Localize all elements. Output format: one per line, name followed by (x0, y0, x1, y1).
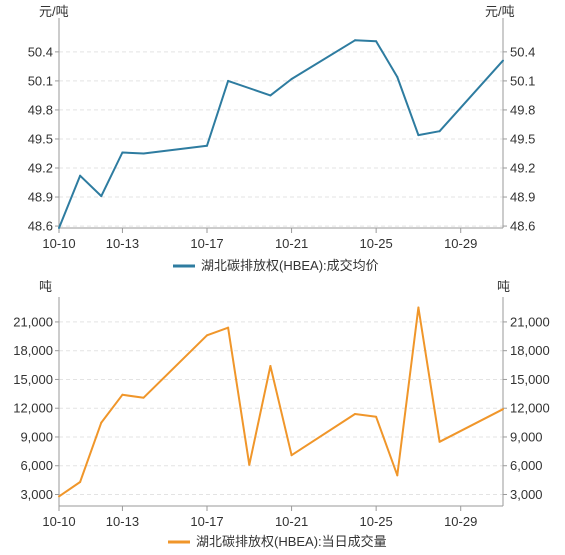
data-point (121, 151, 124, 154)
data-point (354, 412, 356, 415)
data-point (438, 440, 441, 443)
y-tick-label-left: 50.4 (28, 44, 53, 59)
y-tick-label-right: 49.2 (510, 161, 535, 176)
data-point (227, 79, 230, 82)
y-tick-label-right: 6,000 (510, 458, 543, 473)
y-tick-label-left: 6,000 (20, 458, 53, 473)
data-point (79, 174, 82, 177)
data-point (417, 134, 420, 137)
y-tick-label-right: 21,000 (510, 314, 550, 329)
data-point (396, 474, 399, 477)
x-tick-label: 10-29 (444, 514, 477, 529)
x-tick-label: 10-17 (190, 236, 223, 251)
x-tick-label: 10-13 (106, 514, 139, 529)
y-tick-label-left: 49.5 (28, 131, 53, 146)
data-point (269, 94, 272, 97)
y-tick-label-left: 15,000 (13, 372, 53, 387)
y-unit-label-left: 元/吨 (39, 4, 69, 19)
y-tick-label-right: 48.6 (510, 219, 535, 234)
y-tick-label-left: 49.8 (28, 102, 53, 117)
data-point (438, 130, 441, 133)
data-point (100, 421, 103, 424)
y-tick-label-left: 48.6 (28, 219, 53, 234)
y-tick-label-left: 49.2 (28, 161, 53, 176)
x-tick-label: 10-17 (190, 514, 223, 529)
data-point (58, 495, 60, 498)
y-tick-label-left: 50.1 (28, 73, 53, 88)
series-line (58, 306, 504, 498)
avg-price-chart: 48.6 48.6 48.9 48.9 49.2 49.2 49.5 49.5 49.8 49.8… (28, 4, 536, 273)
y-tick-label-right: 50.1 (510, 73, 535, 88)
x-tick-label: 10-21 (275, 514, 308, 529)
data-point (290, 77, 293, 80)
x-tick-label: 10-25 (360, 514, 393, 529)
y-tick-label-left: 21,000 (13, 314, 53, 329)
y-unit-label-right: 元/吨 (485, 4, 515, 19)
y-tick-label-right: 18,000 (510, 343, 550, 358)
data-point (290, 454, 293, 457)
x-tick-label: 10-29 (444, 236, 477, 251)
y-tick-label-right: 12,000 (510, 401, 550, 416)
data-point (269, 365, 272, 368)
y-tick-label-left: 3,000 (20, 487, 53, 502)
data-point (142, 396, 145, 399)
y-tick-label-right: 49.8 (510, 102, 535, 117)
y-tick-label-left: 18,000 (13, 343, 53, 358)
data-point (206, 144, 208, 147)
y-tick-label-left: 48.9 (28, 190, 53, 205)
y-tick-label-right: 9,000 (510, 429, 543, 444)
x-tick-label: 10-25 (360, 236, 393, 251)
x-tick-label: 10-10 (42, 236, 75, 251)
y-tick-label-right: 3,000 (510, 487, 543, 502)
data-point (206, 334, 208, 337)
data-point (142, 152, 145, 155)
y-tick-label-right: 50.4 (510, 44, 535, 59)
data-point (248, 463, 251, 466)
data-point (58, 227, 60, 229)
volume-chart: 3,000 3,000 6,000 6,000 9,000 9,000 12,000 12,0… (13, 280, 550, 549)
legend-label: 湖北碳排放权(HBEA):当日成交量 (196, 534, 387, 549)
x-tick-label: 10-21 (275, 236, 308, 251)
y-unit-label-left: 吨 (39, 280, 52, 294)
data-point (417, 306, 420, 309)
series-line (58, 39, 504, 229)
data-point (100, 195, 103, 198)
y-tick-label-right: 48.9 (510, 190, 535, 205)
y-unit-label-right: 吨 (497, 280, 510, 294)
data-point (396, 76, 399, 79)
data-point (502, 59, 504, 62)
data-point (121, 393, 124, 396)
data-point (79, 481, 82, 484)
data-point (375, 40, 378, 43)
x-tick-label: 10-10 (42, 514, 75, 529)
data-point (375, 415, 378, 418)
y-tick-label-right: 15,000 (510, 372, 550, 387)
y-tick-label-left: 12,000 (13, 401, 53, 416)
data-point (502, 408, 504, 411)
y-tick-label-left: 9,000 (20, 429, 53, 444)
data-point (354, 39, 356, 42)
x-tick-label: 10-13 (106, 236, 139, 251)
data-point (227, 326, 230, 329)
y-tick-label-right: 49.5 (510, 131, 535, 146)
legend-label: 湖北碳排放权(HBEA):成交均价 (201, 258, 379, 273)
